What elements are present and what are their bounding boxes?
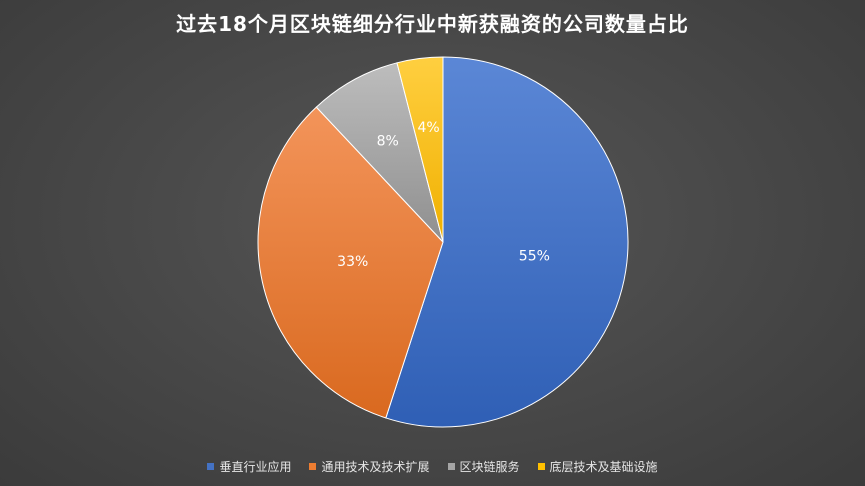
- data-label-general-tech-extension: 33%: [337, 254, 368, 270]
- legend-swatch: [309, 463, 317, 470]
- legend: 垂直行业应用 通用技术及技术扩展 区块链服务 底层技术及基础设施: [0, 458, 865, 475]
- pie-slice-base-infrastructure: [396, 56, 444, 243]
- legend-label: 区块链服务: [459, 460, 520, 474]
- legend-swatch: [537, 463, 545, 470]
- legend-item-blockchain-services: 区块链服务: [447, 458, 520, 475]
- data-label-base-infrastructure: 4%: [418, 120, 440, 136]
- data-label-vertical-industry-apps: 55%: [519, 248, 550, 264]
- chart-title: 过去18个月区块链细分行业中新获融资的公司数量占比: [176, 12, 689, 36]
- legend-label: 通用技术及技术扩展: [321, 460, 430, 474]
- legend-item-vertical-industry-apps: 垂直行业应用: [207, 458, 291, 475]
- legend-label: 垂直行业应用: [219, 460, 292, 474]
- legend-item-base-infrastructure: 底层技术及基础设施: [537, 458, 658, 475]
- legend-label: 底层技术及基础设施: [549, 460, 658, 474]
- pie-slice-general-tech-extension: [257, 106, 444, 419]
- pie-slice-blockchain-services: [315, 62, 444, 243]
- legend-swatch: [207, 463, 215, 470]
- legend-swatch: [447, 463, 455, 470]
- pie-slice-vertical-industry-apps: [385, 56, 629, 428]
- data-label-blockchain-services: 8%: [377, 133, 399, 149]
- legend-item-general-tech-extension: 通用技术及技术扩展: [309, 458, 430, 475]
- pie-slices: [257, 56, 629, 428]
- pie-data-labels: 55% 33% 8% 4%: [337, 120, 550, 270]
